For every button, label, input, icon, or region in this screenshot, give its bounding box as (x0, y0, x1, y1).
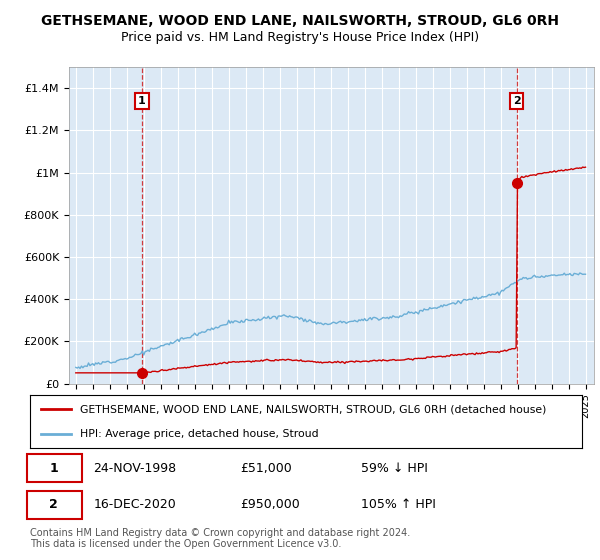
Text: £51,000: £51,000 (240, 462, 292, 475)
Text: HPI: Average price, detached house, Stroud: HPI: Average price, detached house, Stro… (80, 428, 319, 438)
Text: 1: 1 (138, 96, 146, 106)
Text: 2: 2 (513, 96, 521, 106)
Text: £950,000: £950,000 (240, 498, 299, 511)
Text: Contains HM Land Registry data © Crown copyright and database right 2024.
This d: Contains HM Land Registry data © Crown c… (30, 528, 410, 549)
Text: 105% ↑ HPI: 105% ↑ HPI (361, 498, 436, 511)
Text: 16-DEC-2020: 16-DEC-2020 (94, 498, 176, 511)
FancyBboxPatch shape (27, 455, 82, 482)
Text: 2: 2 (49, 498, 58, 511)
Text: GETHSEMANE, WOOD END LANE, NAILSWORTH, STROUD, GL6 0RH: GETHSEMANE, WOOD END LANE, NAILSWORTH, S… (41, 14, 559, 28)
Text: 1: 1 (49, 462, 58, 475)
FancyBboxPatch shape (27, 491, 82, 519)
Text: 59% ↓ HPI: 59% ↓ HPI (361, 462, 428, 475)
Text: GETHSEMANE, WOOD END LANE, NAILSWORTH, STROUD, GL6 0RH (detached house): GETHSEMANE, WOOD END LANE, NAILSWORTH, S… (80, 404, 546, 414)
Text: Price paid vs. HM Land Registry's House Price Index (HPI): Price paid vs. HM Land Registry's House … (121, 31, 479, 44)
Text: 24-NOV-1998: 24-NOV-1998 (94, 462, 176, 475)
